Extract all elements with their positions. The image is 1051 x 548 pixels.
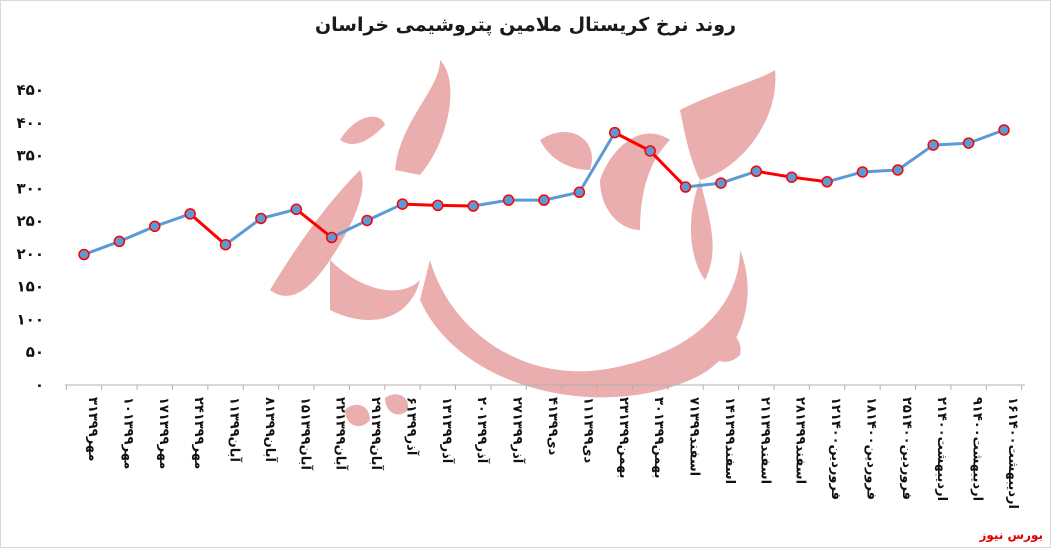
x-tick-label: ۱۰مهر۱۳۹۹ bbox=[120, 397, 135, 469]
series-segment bbox=[719, 169, 758, 185]
y-axis-labels: ۰ ۵۰ ۱۰۰ ۱۵۰ ۲۰۰ ۲۵۰ ۳۰۰ ۳۵۰ ۴۰۰ ۴۵۰ bbox=[17, 81, 44, 394]
series-segment bbox=[117, 224, 157, 243]
series-segment bbox=[330, 218, 369, 239]
x-tick-label: ۲۸اسفند۱۳۹۹ bbox=[793, 397, 808, 484]
data-point bbox=[255, 212, 267, 225]
x-tick-label: ۱۶اردیبهشت۱۴۰۰ bbox=[1005, 397, 1020, 509]
series-segment bbox=[648, 149, 688, 189]
x-tick-label: ۲۰آذر۱۳۹۹ bbox=[474, 397, 491, 464]
y-tick-label: ۴۵۰ bbox=[17, 81, 44, 99]
series-segment bbox=[754, 169, 794, 179]
series-segment bbox=[188, 212, 228, 247]
series-segment bbox=[82, 239, 121, 257]
series-segment bbox=[860, 168, 900, 174]
y-tick-label: ۱۰۰ bbox=[17, 310, 44, 328]
data-point bbox=[432, 199, 444, 212]
data-point bbox=[998, 124, 1010, 136]
series-segment bbox=[436, 203, 475, 208]
data-point bbox=[927, 139, 939, 151]
series-lines bbox=[82, 128, 1006, 257]
series-segment bbox=[896, 143, 935, 172]
x-tick-label: ۲اردیبهشت۱۴۰۰ bbox=[934, 397, 949, 501]
x-tick-label: ۷اسفند۱۳۹۹ bbox=[687, 397, 702, 476]
data-point bbox=[78, 248, 90, 261]
data-point bbox=[856, 166, 869, 178]
series-segment bbox=[365, 202, 404, 222]
x-tick-label: ۱۱دی۱۳۹۹ bbox=[580, 397, 595, 464]
y-tick-label: ۳۰۰ bbox=[17, 179, 44, 197]
series-segment bbox=[613, 131, 652, 153]
series-segment bbox=[967, 128, 1006, 145]
x-tick-label: ۲۹آبان۱۳۹۹ bbox=[368, 397, 385, 470]
series-segment bbox=[790, 175, 829, 184]
data-point bbox=[962, 137, 975, 149]
series-segment bbox=[825, 170, 864, 184]
data-point bbox=[644, 145, 656, 157]
x-tick-label: ۲۱اسفند۱۳۹۹ bbox=[757, 397, 772, 484]
y-tick-label: ۵۰ bbox=[26, 343, 44, 361]
series-segment bbox=[931, 141, 971, 147]
series-segment bbox=[259, 207, 298, 220]
series-segment bbox=[471, 198, 511, 208]
series-segment bbox=[153, 212, 192, 228]
x-tick-label: ۶آذر۱۳۹۹ bbox=[403, 397, 420, 456]
source-label: بورس نیوز bbox=[979, 528, 1043, 542]
x-tick-label: ۴دی۱۳۹۹ bbox=[545, 397, 560, 456]
data-point bbox=[821, 176, 833, 188]
x-axis bbox=[65, 384, 1025, 390]
data-point bbox=[184, 208, 196, 220]
series-segment bbox=[542, 190, 581, 202]
data-point bbox=[149, 220, 161, 233]
x-tick-label: ۱۲فروردین۱۴۰۰ bbox=[828, 397, 843, 500]
y-tick-label: ۴۰۰ bbox=[17, 114, 44, 132]
data-point bbox=[892, 164, 904, 176]
x-tick-label: ۱۷مهر۱۳۹۹ bbox=[156, 397, 171, 469]
data-point bbox=[715, 177, 727, 189]
x-tick-label: ۲۷آذر۱۳۹۹ bbox=[510, 397, 527, 464]
data-point bbox=[467, 200, 479, 212]
x-tick-label: ۱۵آبان۱۳۹۹ bbox=[297, 397, 314, 470]
data-point bbox=[290, 203, 303, 216]
series-markers bbox=[78, 124, 1010, 261]
x-tick-label: ۱۸فروردین۱۴۰۰ bbox=[863, 397, 878, 500]
series-segment bbox=[684, 181, 723, 189]
data-point bbox=[785, 171, 798, 183]
data-point bbox=[219, 238, 232, 251]
x-tick-label: ۱آبان۱۳۹۹ bbox=[227, 397, 244, 463]
data-point bbox=[396, 198, 409, 210]
series-segment bbox=[577, 131, 617, 194]
x-tick-label: ۲۴مهر۱۳۹۹ bbox=[191, 397, 206, 469]
y-tick-label: ۲۰۰ bbox=[17, 245, 44, 263]
x-tick-label: ۲۳بهمن۱۳۹۹ bbox=[616, 397, 631, 479]
data-point bbox=[679, 181, 692, 193]
data-point bbox=[750, 165, 763, 178]
y-tick-label: ۱۵۰ bbox=[17, 278, 44, 296]
data-point bbox=[325, 231, 338, 244]
series-segment bbox=[224, 216, 263, 247]
data-point bbox=[361, 214, 373, 227]
series-segment bbox=[400, 202, 440, 207]
data-point bbox=[502, 194, 515, 206]
x-tick-label: ۱۴اسفند۱۳۹۹ bbox=[722, 397, 737, 484]
x-tick-label: ۳۰بهمن۱۳۹۹ bbox=[651, 397, 666, 479]
y-tick-label: ۲۵۰ bbox=[17, 212, 44, 230]
x-tick-label: ۲۵فروردین۱۴۰۰ bbox=[899, 397, 914, 500]
x-tick-label: ۹اردیبهشت۱۴۰۰ bbox=[970, 397, 985, 501]
x-tick-label: ۳مهر۱۳۹۹ bbox=[85, 397, 100, 461]
x-tick-label: ۲۲آبان۱۳۹۹ bbox=[333, 397, 350, 470]
series-segment bbox=[294, 207, 334, 239]
y-tick-label: ۳۵۰ bbox=[17, 147, 44, 165]
x-axis-labels: ۳مهر۱۳۹۹ ۱۰مهر۱۳۹۹ ۱۷مهر۱۳۹۹ ۲۴مهر۱۳۹۹ ۱آبان… bbox=[85, 397, 1020, 509]
chart-title: روند نرخ کریستال ملامین پتروشیمی خراسان bbox=[314, 14, 737, 36]
x-tick-label: ۱۳آذر۱۳۹۹ bbox=[439, 397, 456, 464]
y-tick-label: ۰ bbox=[35, 376, 44, 394]
data-point bbox=[113, 235, 126, 248]
data-point bbox=[573, 186, 586, 199]
data-point bbox=[609, 126, 621, 139]
data-point bbox=[538, 194, 550, 206]
x-tick-label: ۸آبان۱۳۹۹ bbox=[262, 397, 279, 463]
